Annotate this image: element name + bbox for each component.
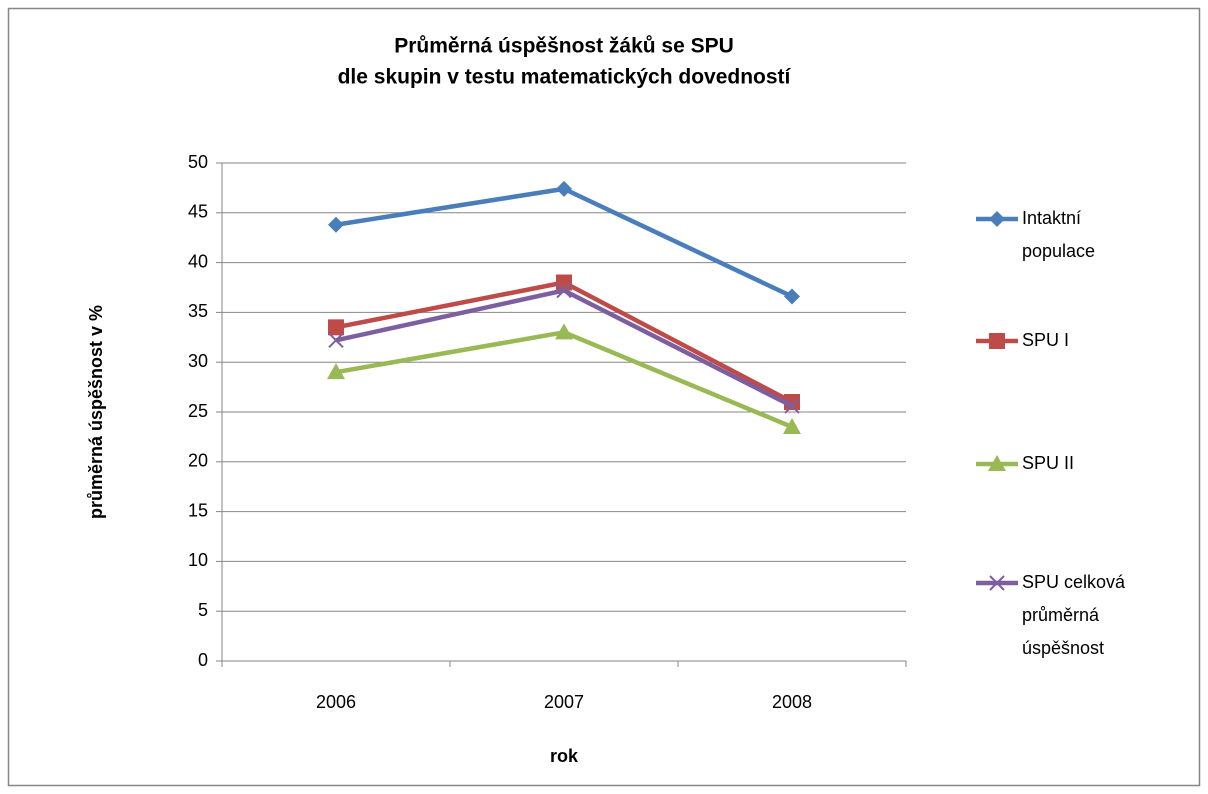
- y-tick-label: 35: [188, 301, 208, 321]
- y-tick-label: 0: [198, 650, 208, 670]
- data-point: [555, 323, 573, 340]
- legend-marker: [989, 211, 1005, 227]
- y-tick-label: 5: [198, 600, 208, 620]
- data-point: [328, 319, 344, 336]
- y-axis-label: průměrná úspěšnost v %: [86, 305, 106, 519]
- chart-title: dle skupin v testu matematických dovedno…: [338, 66, 792, 89]
- legend-label: SPU II: [1022, 453, 1075, 473]
- legend-marker: [989, 575, 1005, 591]
- y-tick-label: 15: [188, 500, 208, 520]
- y-tick-label: 25: [188, 401, 208, 421]
- x-tick-label: 2006: [316, 692, 356, 712]
- x-axis-label: rok: [550, 746, 579, 766]
- y-tick-label: 50: [188, 152, 208, 172]
- data-point: [784, 398, 800, 414]
- data-point: [556, 282, 572, 299]
- x-tick-label: 2008: [772, 692, 812, 712]
- legend-label: SPU I: [1022, 330, 1070, 350]
- y-tick-label: 10: [188, 550, 208, 570]
- y-tick-label: 30: [188, 351, 208, 371]
- y-tick-label: 40: [188, 251, 208, 271]
- legend-marker: [988, 455, 1006, 471]
- data-point: [783, 417, 801, 434]
- data-point: [327, 363, 345, 380]
- chart-border: [7, 7, 1201, 787]
- data-point: [556, 180, 572, 197]
- y-tick-label: 45: [188, 202, 208, 222]
- data-point: [556, 274, 572, 291]
- legend-marker: [989, 333, 1005, 349]
- y-tick-label: 20: [188, 451, 208, 471]
- chart-title: Průměrná úspěšnost žáků se SPU: [394, 35, 734, 58]
- data-point: [328, 216, 344, 233]
- data-point: [784, 288, 800, 305]
- legend-label: Intaktní populace: [1022, 208, 1096, 261]
- data-point: [328, 332, 344, 348]
- legend-label: SPU celková průměrná úspěšnost: [1022, 572, 1126, 658]
- x-tick-label: 2007: [544, 692, 584, 712]
